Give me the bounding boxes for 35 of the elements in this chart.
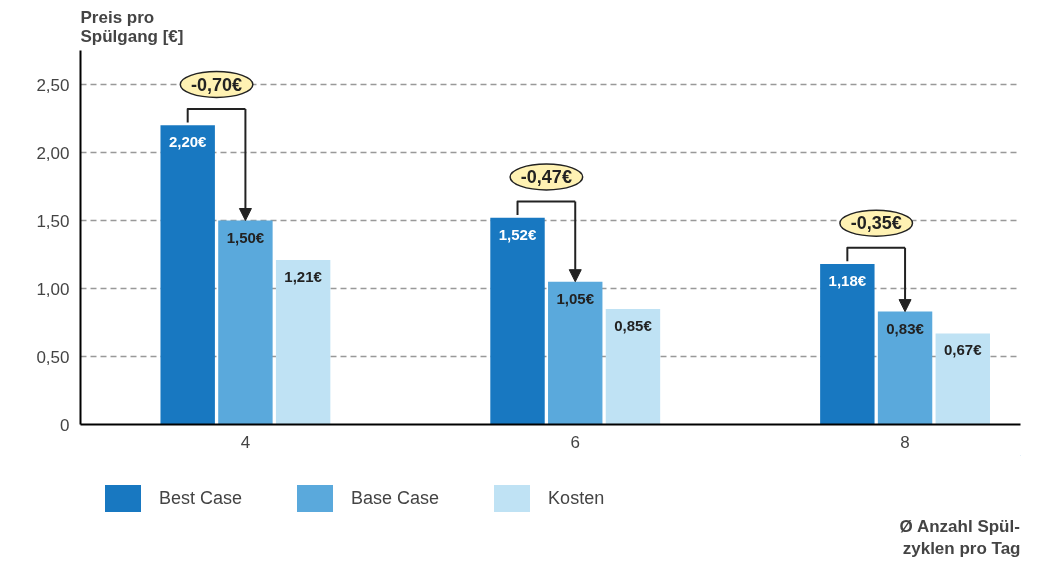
bar <box>935 333 990 425</box>
bar <box>275 259 331 425</box>
y-tick-label: 0,50 <box>36 347 70 367</box>
bar <box>605 308 661 425</box>
data-label: 0,83€ <box>886 319 925 337</box>
data-label: 2,20€ <box>168 133 208 151</box>
bar <box>548 281 603 425</box>
annotation: -0,70€ <box>191 74 243 95</box>
bar <box>218 220 273 425</box>
annotation: -0,47€ <box>520 166 572 187</box>
y-axis-title: Preis pro Spülgang [€] <box>80 7 184 46</box>
bar <box>877 311 933 425</box>
y-tick-label: 2,00 <box>36 143 70 163</box>
x-tick-label: 6 <box>570 432 580 452</box>
x-tick-label: 8 <box>900 432 910 452</box>
legend-label: Best Case <box>159 487 243 509</box>
x-axis-title: Ø Anzahl Spül- zyklen pro Tag <box>899 516 1021 559</box>
annotation: -0,35€ <box>850 213 902 234</box>
data-label: 1,05€ <box>556 289 595 307</box>
bar <box>160 125 215 425</box>
y-tick-label: 1,50 <box>36 211 70 231</box>
data-label: 0,85€ <box>614 316 653 334</box>
data-label: 1,21€ <box>284 267 323 285</box>
y-tick-label: 0 <box>60 415 70 435</box>
data-label: 1,18€ <box>828 272 867 290</box>
legend-label: Kosten <box>548 487 605 509</box>
legend-label: Base Case <box>351 487 440 509</box>
y-tick-label: 2,50 <box>36 75 70 95</box>
data-label: 1,52€ <box>498 225 537 243</box>
bar <box>490 217 545 425</box>
data-label: 0,67€ <box>944 341 983 359</box>
data-label: 1,50€ <box>226 228 265 246</box>
x-tick-label: 4 <box>240 432 251 452</box>
y-tick-label: 1,00 <box>36 279 70 299</box>
bar <box>820 264 875 425</box>
